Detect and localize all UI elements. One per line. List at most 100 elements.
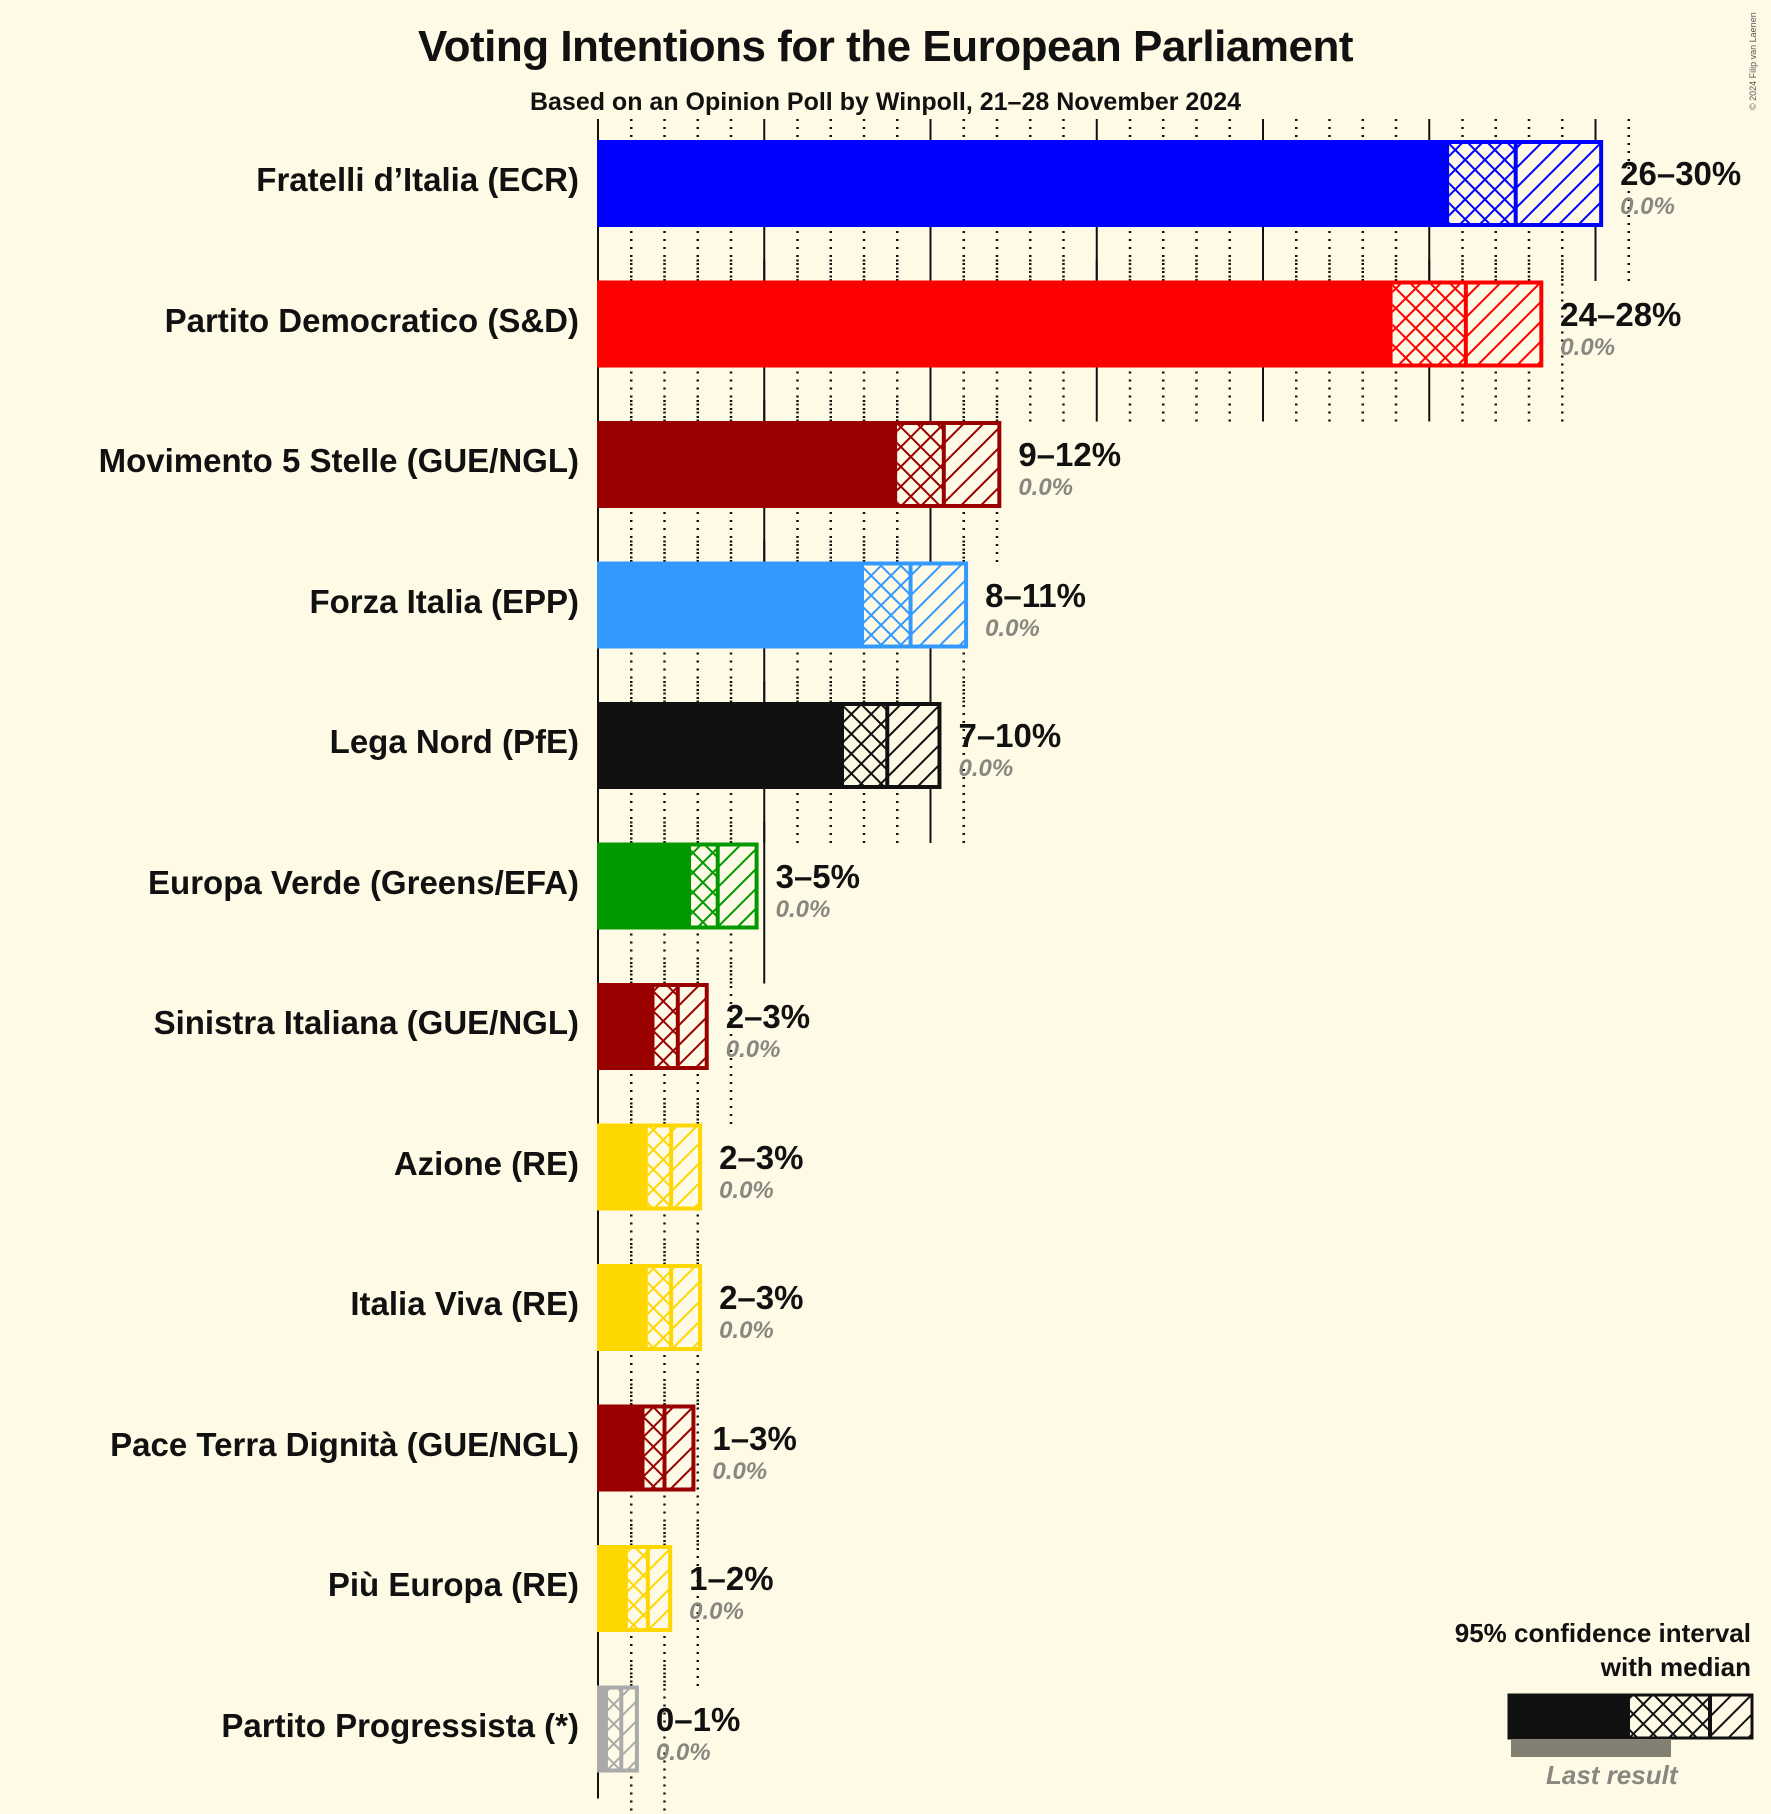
range-label: 0–1% (655, 1700, 741, 1738)
bar-outline (597, 1545, 673, 1632)
range-label: 2–3% (719, 1279, 804, 1316)
party-label: Sinistra Italiana (GUE/NGL) (153, 1004, 579, 1041)
bar-ci-upper (664, 1407, 695, 1489)
chart-subtitle: Based on an Opinion Poll by Winpoll, 21–… (529, 88, 1242, 116)
last-result-label: 0.0% (1620, 193, 1675, 220)
bar-solid (598, 843, 692, 929)
bar-row (597, 1404, 696, 1492)
legend-solid (1508, 1694, 1630, 1739)
bar-ci-lower (627, 1548, 648, 1629)
range-label: 9–12% (1018, 436, 1122, 473)
bar-ci-lower (654, 986, 678, 1067)
bar-outline (597, 983, 709, 1070)
party-label: Movimento 5 Stelle (GUE/NGL) (98, 442, 579, 479)
bar-ci-lower (844, 705, 888, 786)
bar-ci-upper (621, 1688, 638, 1770)
party-label: Partito Democratico (S&D) (164, 301, 579, 339)
bar-solid (598, 141, 1450, 226)
gridlines (630, 119, 1630, 1814)
range-label: 7–10% (958, 717, 1062, 754)
bar-ci-upper (671, 1267, 702, 1348)
last-result-label: 0.0% (725, 1036, 781, 1063)
bar-row (597, 842, 759, 930)
bar-outline (597, 421, 1002, 508)
bar-row (597, 421, 1002, 508)
last-result-label: 0.0% (712, 1457, 768, 1485)
legend-ci-upper (1710, 1696, 1752, 1737)
bar-solid (598, 422, 898, 507)
bar-ci-upper (910, 564, 968, 646)
bar-row (597, 1123, 703, 1211)
bar-row (597, 702, 942, 789)
party-label: Partito Progressista (*) (221, 1706, 579, 1744)
bar-ci-upper (671, 1126, 702, 1208)
chart-title: Voting Intentions for the European Parli… (418, 22, 1353, 71)
range-label: 3–5% (775, 857, 860, 895)
bar-ci-upper (887, 705, 941, 786)
legend-last-result-bar (1511, 1740, 1671, 1757)
legend-ci-lower (1630, 1696, 1710, 1737)
bar-solid (598, 1546, 628, 1631)
bar-ci-upper (677, 986, 708, 1067)
range-label: 8–11% (985, 576, 1086, 614)
bar-row (597, 1545, 673, 1632)
bar-ci-lower (607, 1688, 622, 1770)
legend-title: 95% confidence interval with median (1455, 1616, 1751, 1684)
party-label: Lega Nord (PfE) (329, 723, 579, 760)
bar-solid (598, 1124, 648, 1210)
bar-row (597, 1264, 703, 1351)
bar-outline (597, 702, 942, 789)
last-result-label: 0.0% (958, 755, 1014, 782)
range-label: 2–3% (719, 1138, 804, 1176)
bar-outline (597, 280, 1544, 368)
last-result-label: 0.0% (719, 1176, 774, 1204)
bar-solid (598, 281, 1393, 367)
bar-solid (598, 984, 655, 1069)
legend-last-result-label: Last result (1546, 1760, 1678, 1790)
bar-row (597, 1685, 639, 1773)
party-label: Azione (RE) (393, 1144, 579, 1182)
bar-outline (597, 1685, 639, 1773)
bar-ci-lower (644, 1407, 665, 1489)
last-result-label: 0.0% (985, 614, 1040, 642)
bar-ci-lower (864, 564, 911, 646)
last-result-label: 0.0% (1560, 333, 1615, 361)
bar-ci-lower (647, 1126, 672, 1208)
bar-ci-upper (943, 424, 1001, 505)
legend-swatch (1507, 1693, 1754, 1757)
bar-ci-lower (647, 1267, 672, 1348)
bar-ci-lower (897, 424, 944, 505)
bar-solid (598, 1265, 648, 1350)
bar-outline (597, 1123, 703, 1211)
party-label: Forza Italia (EPP) (309, 582, 579, 620)
bar-row (597, 561, 969, 649)
range-label: 1–2% (689, 1560, 774, 1597)
last-result-label: 0.0% (719, 1317, 774, 1344)
bar-row (597, 983, 709, 1070)
range-label: 2–3% (725, 998, 811, 1035)
bar-ci-upper (1515, 143, 1603, 224)
bar-outline (597, 1264, 703, 1351)
bar-ci-upper (1465, 283, 1543, 365)
range-label: 24–28% (1560, 295, 1682, 333)
bar-outline (597, 1404, 696, 1492)
last-result-label: 0.0% (689, 1598, 744, 1625)
bar-solid (598, 1405, 645, 1491)
bar-solid (598, 562, 864, 648)
legend-line-2: with median (1600, 1652, 1751, 1682)
party-label: Più Europa (RE) (327, 1566, 579, 1603)
bar-outline (597, 140, 1604, 227)
legend-line-1: 95% confidence interval (1454, 1618, 1751, 1648)
last-result-label: 0.0% (1018, 474, 1074, 501)
bar-ci-lower (1392, 283, 1466, 365)
party-label: Europa Verde (Greens/EFA) (148, 863, 579, 901)
bar-solid (598, 1686, 608, 1772)
bar-ci-upper (647, 1548, 672, 1629)
bar-outline (597, 842, 759, 930)
bar-ci-lower (691, 845, 718, 927)
bar-ci-lower (1449, 143, 1516, 224)
party-label: Fratelli d’Italia (ECR) (256, 161, 579, 198)
bar-outline (597, 561, 969, 649)
last-result-label: 0.0% (775, 895, 831, 923)
last-result-label: 0.0% (655, 1738, 711, 1766)
